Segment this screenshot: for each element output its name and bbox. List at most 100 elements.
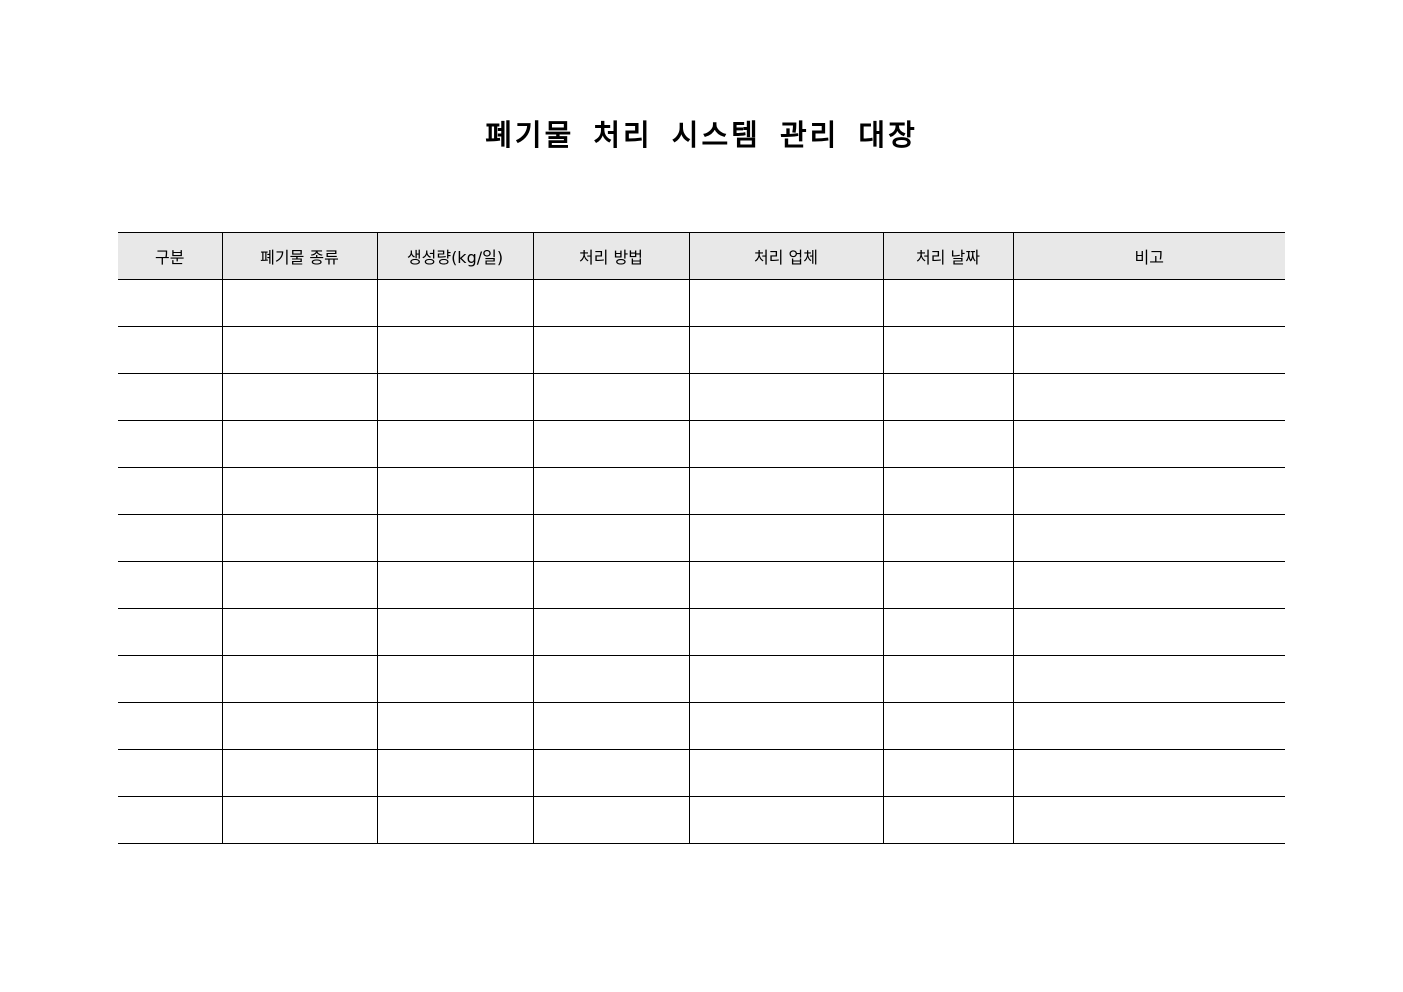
table-cell[interactable] <box>221 608 378 656</box>
table-row <box>118 467 1285 515</box>
table-cell[interactable] <box>688 796 884 844</box>
table-cell[interactable] <box>532 467 690 515</box>
table-row <box>118 561 1285 609</box>
table-cell[interactable] <box>221 326 378 374</box>
document-title: 폐기물 처리 시스템 관리 대장 <box>485 118 918 152</box>
table-cell[interactable] <box>532 608 690 656</box>
table-cell[interactable] <box>376 561 534 609</box>
header-treatment-method: 처리 방법 <box>532 232 690 280</box>
table-cell[interactable] <box>1012 749 1285 797</box>
table-cell[interactable] <box>688 514 884 562</box>
table-cell[interactable] <box>1012 702 1285 750</box>
table-cell[interactable] <box>532 749 690 797</box>
table-cell[interactable] <box>1012 373 1285 421</box>
table-cell[interactable] <box>118 279 223 327</box>
table-cell[interactable] <box>1012 514 1285 562</box>
header-category: 구분 <box>118 232 223 280</box>
table-cell[interactable] <box>376 420 534 468</box>
table-cell[interactable] <box>882 749 1014 797</box>
table-cell[interactable] <box>376 373 534 421</box>
table-cell[interactable] <box>532 279 690 327</box>
table-cell[interactable] <box>882 420 1014 468</box>
table-cell[interactable] <box>221 702 378 750</box>
table-row <box>118 796 1285 844</box>
table-cell[interactable] <box>221 467 378 515</box>
table-cell[interactable] <box>1012 655 1285 703</box>
table-cell[interactable] <box>882 373 1014 421</box>
table-cell[interactable] <box>688 702 884 750</box>
table-cell[interactable] <box>376 467 534 515</box>
table-cell[interactable] <box>882 655 1014 703</box>
table-cell[interactable] <box>882 514 1014 562</box>
header-generation-amount: 생성량(kg/일) <box>376 232 534 280</box>
table-cell[interactable] <box>688 373 884 421</box>
table-cell[interactable] <box>532 702 690 750</box>
table-cell[interactable] <box>118 420 223 468</box>
table-row <box>118 420 1285 468</box>
table-cell[interactable] <box>688 561 884 609</box>
table-cell[interactable] <box>1012 796 1285 844</box>
table-cell[interactable] <box>118 702 223 750</box>
table-cell[interactable] <box>532 561 690 609</box>
table-cell[interactable] <box>1012 326 1285 374</box>
table-cell[interactable] <box>221 514 378 562</box>
table-cell[interactable] <box>688 326 884 374</box>
table-cell[interactable] <box>118 796 223 844</box>
table-cell[interactable] <box>688 279 884 327</box>
table-cell[interactable] <box>221 420 378 468</box>
table-cell[interactable] <box>688 608 884 656</box>
table-cell[interactable] <box>882 326 1014 374</box>
table-row <box>118 655 1285 703</box>
waste-management-table: 구분 폐기물 종류 생성량(kg/일) 처리 방법 처리 업체 처리 날짜 비고 <box>118 232 1285 844</box>
table-cell[interactable] <box>118 608 223 656</box>
table-cell[interactable] <box>221 796 378 844</box>
table-cell[interactable] <box>882 279 1014 327</box>
table-cell[interactable] <box>118 514 223 562</box>
table-cell[interactable] <box>376 514 534 562</box>
table-cell[interactable] <box>118 655 223 703</box>
table-cell[interactable] <box>376 655 534 703</box>
table-cell[interactable] <box>532 514 690 562</box>
table-cell[interactable] <box>1012 467 1285 515</box>
table-cell[interactable] <box>118 373 223 421</box>
table-cell[interactable] <box>221 749 378 797</box>
table-cell[interactable] <box>118 749 223 797</box>
table-cell[interactable] <box>532 373 690 421</box>
header-waste-type: 폐기물 종류 <box>221 232 378 280</box>
table-row <box>118 702 1285 750</box>
table-cell[interactable] <box>376 749 534 797</box>
table-cell[interactable] <box>376 796 534 844</box>
table-cell[interactable] <box>221 279 378 327</box>
table-cell[interactable] <box>882 467 1014 515</box>
table-cell[interactable] <box>118 561 223 609</box>
table-cell[interactable] <box>1012 608 1285 656</box>
table-cell[interactable] <box>532 420 690 468</box>
table-cell[interactable] <box>376 702 534 750</box>
table-cell[interactable] <box>882 796 1014 844</box>
table-cell[interactable] <box>118 467 223 515</box>
table-cell[interactable] <box>1012 420 1285 468</box>
table-cell[interactable] <box>532 655 690 703</box>
table-cell[interactable] <box>882 608 1014 656</box>
table-cell[interactable] <box>882 702 1014 750</box>
table-cell[interactable] <box>688 467 884 515</box>
table-cell[interactable] <box>376 326 534 374</box>
table-cell[interactable] <box>118 326 223 374</box>
header-treatment-date: 처리 날짜 <box>882 232 1014 280</box>
header-treatment-company: 처리 업체 <box>688 232 884 280</box>
table-cell[interactable] <box>221 373 378 421</box>
table-cell[interactable] <box>221 561 378 609</box>
table-row <box>118 514 1285 562</box>
table-cell[interactable] <box>688 655 884 703</box>
table-cell[interactable] <box>221 655 378 703</box>
table-cell[interactable] <box>376 608 534 656</box>
table-cell[interactable] <box>688 420 884 468</box>
table-cell[interactable] <box>1012 279 1285 327</box>
header-remarks: 비고 <box>1012 232 1285 280</box>
table-cell[interactable] <box>882 561 1014 609</box>
table-cell[interactable] <box>532 326 690 374</box>
table-cell[interactable] <box>1012 561 1285 609</box>
table-cell[interactable] <box>688 749 884 797</box>
table-cell[interactable] <box>532 796 690 844</box>
table-cell[interactable] <box>376 279 534 327</box>
